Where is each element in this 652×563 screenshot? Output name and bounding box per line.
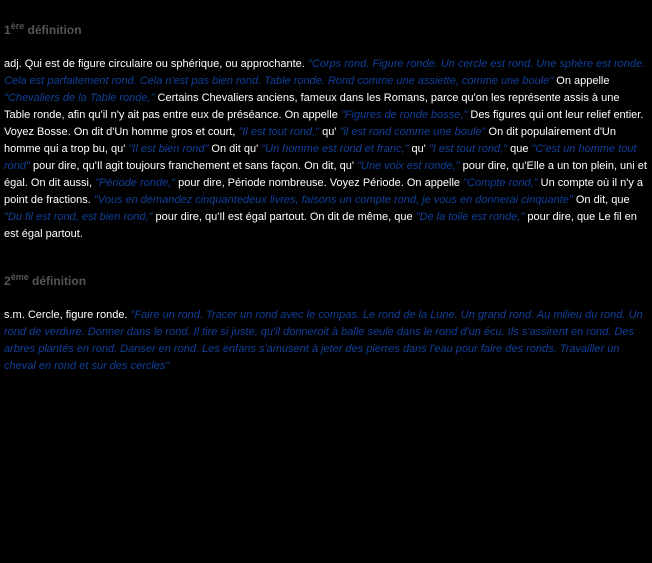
definition-body-1: adj. Qui est de figure circulaire ou sph… (4, 56, 648, 244)
definition-ordinal-suffix: ème (11, 272, 29, 282)
definition-ordinal-suffix: ère (11, 21, 25, 31)
definition-heading-1: 1ère définition (4, 20, 648, 40)
definition-label: définition (32, 274, 86, 288)
definition-body-2: s.m. Cercle, figure ronde. "Faire un ron… (4, 307, 648, 375)
definition-ordinal: 2 (4, 274, 11, 288)
section-gap (4, 243, 648, 257)
definition-heading-2: 2ème définition (4, 271, 648, 291)
definition-ordinal: 1 (4, 23, 11, 37)
definition-label: définition (28, 23, 82, 37)
